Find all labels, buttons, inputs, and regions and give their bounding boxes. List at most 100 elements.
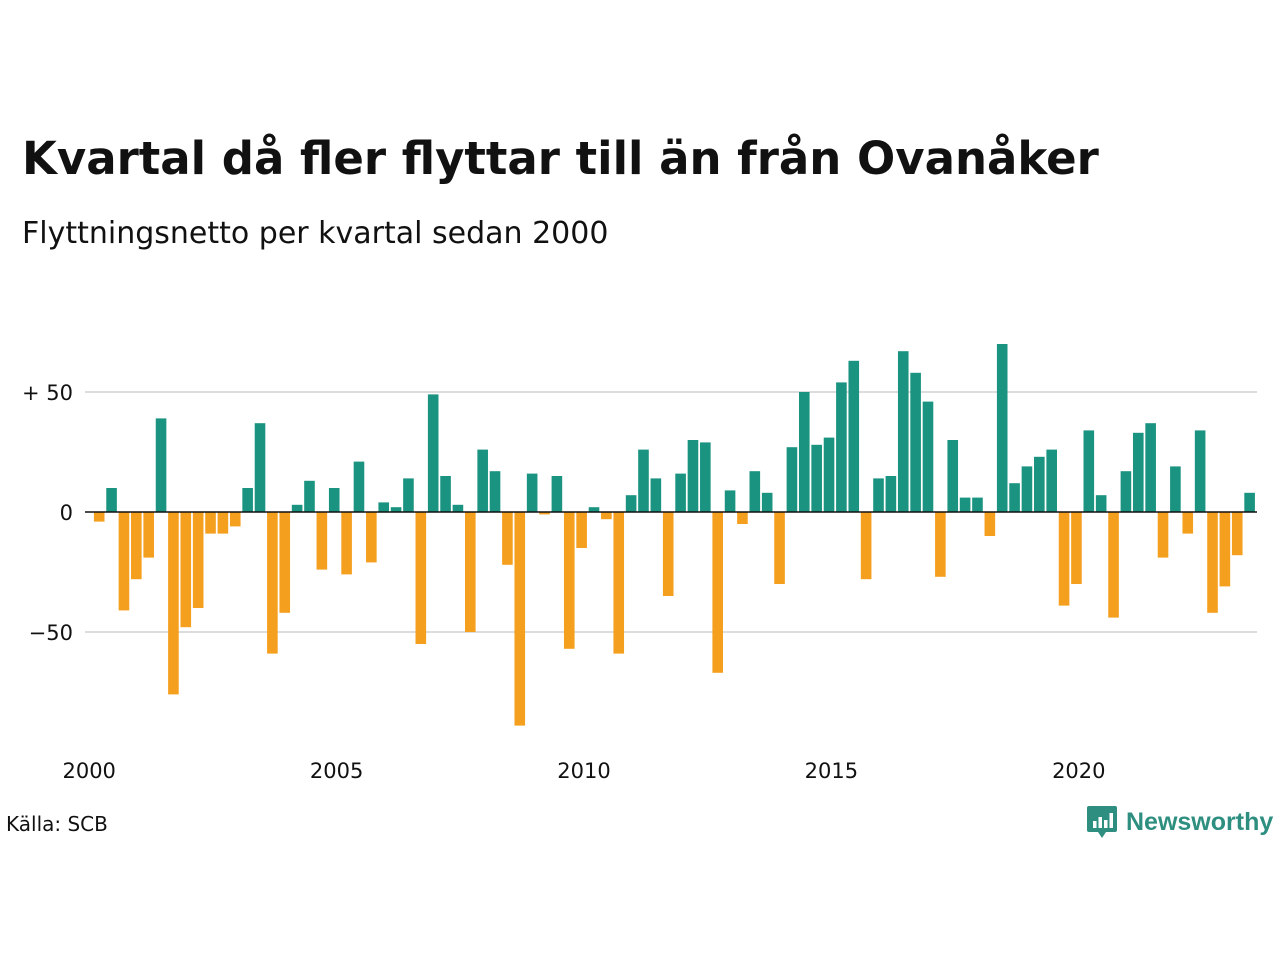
- bar: [650, 478, 662, 512]
- brand-name: Newsworthy: [1126, 807, 1274, 836]
- chart-subtitle: Flyttningsnetto per kvartal sedan 2000: [22, 216, 609, 251]
- bar: [403, 478, 414, 512]
- bar: [217, 512, 229, 534]
- bar: [390, 507, 402, 512]
- bar: [366, 512, 377, 563]
- bar: [836, 382, 847, 512]
- bar: [1083, 430, 1095, 512]
- bar: [452, 504, 464, 512]
- y-tick-label: 0: [60, 501, 73, 525]
- bar: [1034, 456, 1045, 512]
- bar: [192, 512, 204, 608]
- bar: [662, 512, 674, 596]
- bar: [1157, 512, 1169, 558]
- bar: [353, 461, 365, 512]
- x-tick-label: 2015: [805, 759, 858, 783]
- bar: [180, 512, 192, 628]
- bar: [1009, 483, 1020, 512]
- bar: [465, 512, 476, 632]
- bar: [1207, 512, 1218, 613]
- bar: [1145, 423, 1156, 512]
- bar: [1120, 471, 1132, 512]
- bar: [786, 447, 798, 512]
- bar: [947, 440, 959, 512]
- bar: [316, 512, 328, 570]
- bar: [539, 512, 550, 515]
- bar: [551, 476, 563, 512]
- bar: [1046, 449, 1057, 512]
- bar: [996, 344, 1008, 512]
- bar: [588, 507, 600, 512]
- bar: [922, 401, 934, 512]
- bar: [242, 488, 253, 512]
- bar: [712, 512, 723, 673]
- bar: [1071, 512, 1082, 584]
- bar: [1132, 432, 1144, 512]
- x-tick-label: 2005: [310, 759, 363, 783]
- bar: [1182, 512, 1194, 534]
- bar: [440, 476, 451, 512]
- bar: [205, 512, 216, 534]
- bar: [576, 512, 587, 548]
- bar: [502, 512, 513, 565]
- y-tick-label: −50: [29, 621, 73, 645]
- bar: [427, 394, 439, 512]
- x-tick-label: 2010: [557, 759, 610, 783]
- y-tick-label: + 50: [22, 381, 73, 405]
- x-tick-label: 2000: [62, 759, 115, 783]
- bar: [910, 372, 921, 512]
- bar: [774, 512, 785, 584]
- bar: [526, 473, 538, 512]
- bar: [563, 512, 575, 649]
- bar: [304, 480, 315, 512]
- bar: [477, 449, 488, 512]
- bar: [1108, 512, 1119, 618]
- bar: [106, 488, 117, 512]
- bar: [328, 488, 340, 512]
- bar: [291, 504, 303, 512]
- bar: [811, 444, 822, 512]
- bar: [972, 497, 983, 512]
- bar: [897, 351, 909, 512]
- bar: [267, 512, 278, 654]
- bar: [155, 418, 167, 512]
- bar: [93, 512, 105, 522]
- bar: [724, 490, 736, 512]
- chart-title: Kvartal då fler flyttar till än från Ova…: [22, 132, 1099, 185]
- bar: [1095, 495, 1107, 512]
- bar: [687, 440, 699, 512]
- bar: [761, 492, 773, 512]
- bar: [613, 512, 625, 654]
- bar: [860, 512, 872, 580]
- bar: [848, 360, 860, 512]
- bar: [378, 502, 390, 512]
- bar: [984, 512, 996, 536]
- bar: [1170, 466, 1181, 512]
- chart-logo-icon: [1087, 806, 1117, 838]
- bar: [1219, 512, 1231, 587]
- bar: [935, 512, 946, 577]
- bar: [1058, 512, 1070, 606]
- bar: [749, 471, 761, 512]
- bar: [415, 512, 427, 644]
- bar: [823, 437, 835, 512]
- bar: [798, 392, 810, 512]
- x-tick-label: 2020: [1052, 759, 1105, 783]
- grid-lines: [85, 391, 1257, 633]
- bar: [131, 512, 142, 580]
- bars: [93, 344, 1255, 726]
- x-axis-ticks: 2000 2005 2010 2015 2020: [62, 759, 1105, 783]
- bar: [1021, 466, 1033, 512]
- bar: [885, 476, 897, 512]
- bar: [341, 512, 352, 575]
- bar: [737, 512, 748, 524]
- bar: [489, 471, 501, 512]
- bar: [601, 512, 612, 520]
- bar: [514, 512, 526, 726]
- bar: [675, 473, 686, 512]
- bar: [229, 512, 241, 527]
- bar: [638, 449, 649, 512]
- bar: [1194, 430, 1206, 512]
- source-note: Källa: SCB: [6, 812, 108, 836]
